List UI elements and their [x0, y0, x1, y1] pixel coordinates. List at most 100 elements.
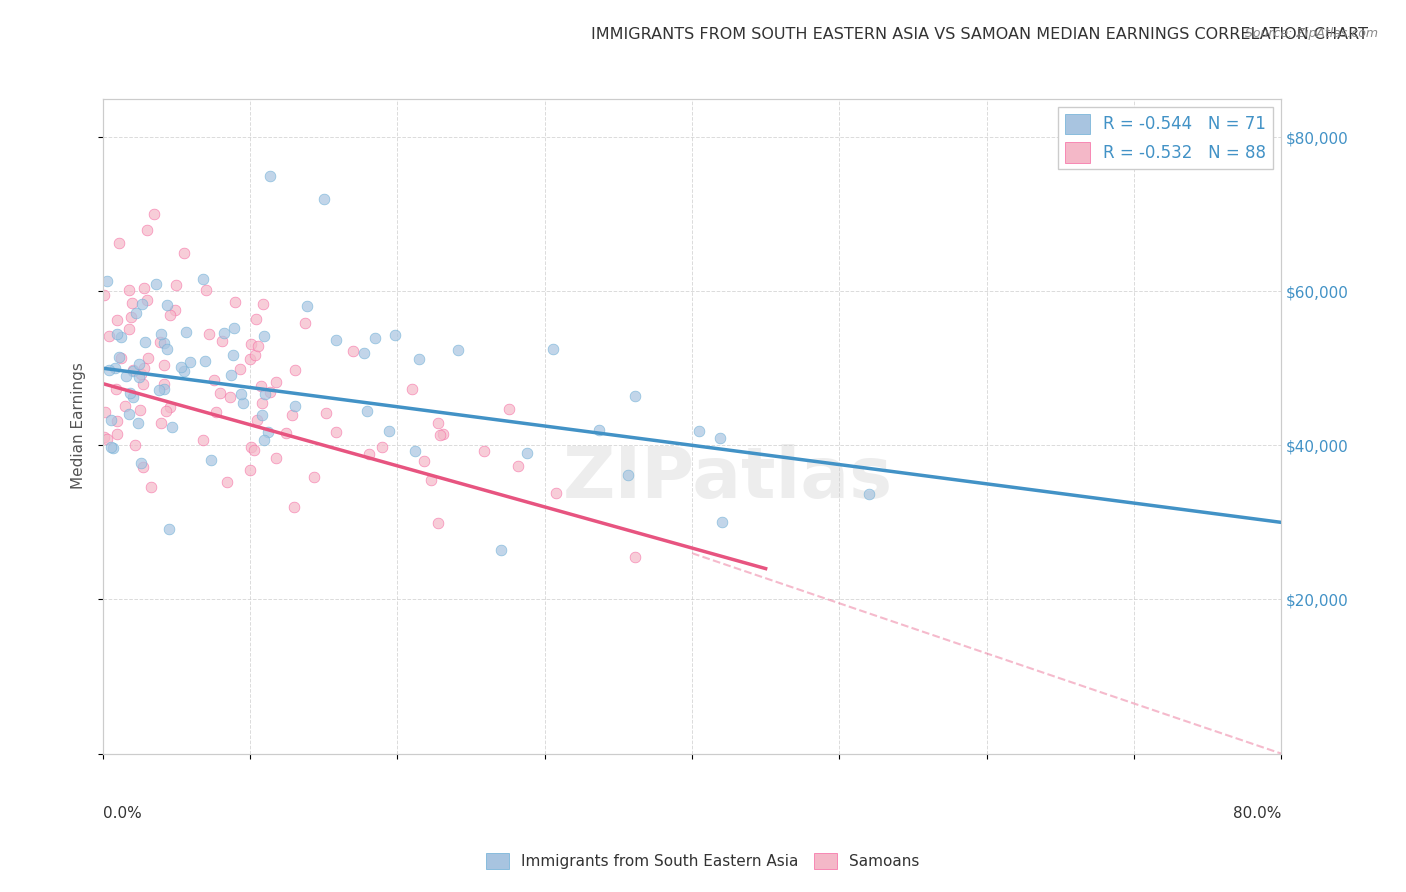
Point [98, 328, 121, 343]
Point [191, 434, 214, 448]
Point [259, 385, 281, 400]
Point [356, 404, 378, 418]
Point [221, 348, 243, 362]
Point [94, 405, 117, 419]
Point [105, 313, 128, 327]
Point [232, 396, 254, 410]
Point [118, 408, 141, 422]
Point [118, 283, 141, 297]
Point [100, 440, 122, 454]
Point [229, 361, 252, 376]
Point [132, 376, 155, 391]
Point [105, 426, 128, 441]
Point [370, 440, 392, 454]
Point [125, 306, 148, 320]
Point [498, 401, 520, 416]
Point [202, 373, 225, 387]
Point [170, 359, 193, 374]
Point [153, 376, 176, 391]
Point [259, 169, 281, 183]
Point [110, 351, 132, 366]
Point [179, 355, 201, 369]
Point [115, 369, 138, 384]
Point [546, 486, 568, 500]
Point [709, 431, 731, 445]
Point [426, 516, 449, 530]
Point [215, 475, 238, 490]
Point [165, 277, 187, 292]
Point [239, 440, 262, 454]
Point [93, 288, 115, 302]
Point [143, 207, 166, 221]
Point [96, 274, 118, 288]
Point [104, 382, 127, 396]
Point [103, 441, 125, 455]
Point [205, 404, 228, 418]
Point [159, 308, 181, 322]
Point [472, 443, 495, 458]
Point [245, 348, 267, 362]
Point [152, 336, 174, 351]
Legend: Immigrants from South Eastern Asia, Samoans: Immigrants from South Eastern Asia, Samo… [481, 847, 925, 875]
Point [283, 500, 305, 514]
Text: 0.0%: 0.0% [103, 806, 142, 821]
Point [239, 462, 262, 476]
Point [858, 486, 880, 500]
Point [243, 442, 266, 457]
Legend: R = -0.544   N = 71, R = -0.532   N = 88: R = -0.544 N = 71, R = -0.532 N = 88 [1059, 107, 1272, 169]
Point [378, 424, 401, 438]
Point [353, 346, 375, 360]
Point [159, 401, 181, 415]
Point [224, 321, 246, 335]
Point [284, 363, 307, 377]
Point [148, 383, 170, 397]
Point [357, 447, 380, 461]
Point [239, 337, 262, 351]
Point [295, 299, 318, 313]
Point [200, 453, 222, 467]
Point [173, 245, 195, 260]
Point [325, 334, 347, 348]
Point [588, 423, 610, 437]
Point [516, 446, 538, 460]
Point [253, 434, 276, 448]
Point [128, 370, 150, 384]
Point [157, 522, 180, 536]
Point [194, 283, 217, 297]
Point [419, 473, 441, 487]
Point [128, 357, 150, 371]
Point [711, 515, 734, 529]
Point [294, 316, 316, 330]
Point [136, 222, 159, 236]
Point [218, 390, 240, 404]
Point [155, 404, 177, 418]
Point [688, 424, 710, 438]
Point [153, 382, 176, 396]
Point [194, 353, 217, 368]
Point [108, 350, 131, 364]
Point [163, 302, 186, 317]
Point [249, 378, 271, 392]
Point [250, 408, 273, 422]
Point [209, 386, 232, 401]
Point [224, 295, 246, 310]
Point [266, 376, 288, 390]
Point [141, 479, 163, 493]
Point [284, 399, 307, 413]
Point [135, 293, 157, 308]
Point [219, 368, 242, 382]
Point [276, 425, 298, 440]
Point [489, 543, 512, 558]
Point [131, 456, 153, 470]
Point [105, 414, 128, 428]
Point [149, 335, 172, 350]
Text: Source: ZipAtlas.com: Source: ZipAtlas.com [1244, 27, 1378, 40]
Point [129, 403, 152, 417]
Point [264, 450, 287, 465]
Point [245, 311, 267, 326]
Point [191, 272, 214, 286]
Point [254, 386, 277, 401]
Point [253, 328, 276, 343]
Point [211, 334, 233, 348]
Point [131, 297, 153, 311]
